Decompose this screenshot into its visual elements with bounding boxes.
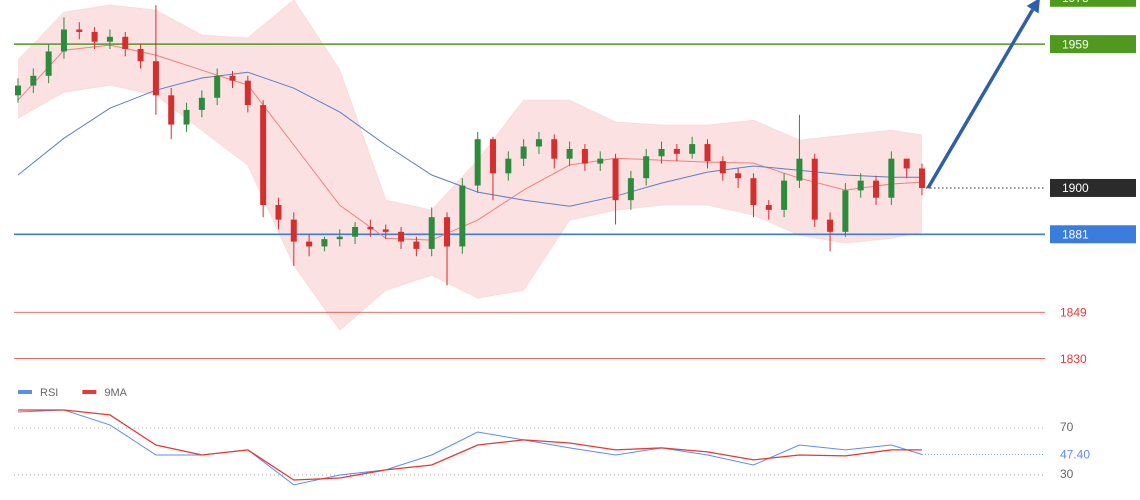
candle-body [444,217,451,247]
current-price-box [1050,178,1136,197]
candle-body [842,190,849,232]
rsi-panel: 70 30 RSI 9MA 47.40 [14,387,1090,486]
current-rsi-label: 47.40 [1060,448,1090,462]
moving-average [17,44,923,241]
candle-body [827,219,834,232]
candle-body [903,158,910,169]
candle-body [428,217,435,249]
candle-body [244,80,251,106]
target-arrow-head [1026,0,1040,14]
candle-body [581,148,588,164]
candle-body [60,29,67,52]
candle-body [489,139,496,174]
level-label: 1978 [1062,0,1089,5]
candle-body [260,105,267,206]
target-arrow [926,8,1035,189]
candle-body [321,239,328,247]
indicator-line [17,409,923,486]
candle-body [152,61,159,96]
candle-body [888,158,895,198]
candle-body [398,231,405,242]
candle-body [796,158,803,181]
candle-body [781,180,788,210]
y-tick-label: 70 [1060,420,1074,434]
legend-swatch [18,390,32,394]
candle-body [505,158,512,174]
legend-label: RSI [40,387,58,399]
candle-body [183,109,190,125]
candle-body [474,139,481,186]
candle-body [597,158,604,164]
candle-body [627,178,634,201]
candle-body [459,185,466,247]
candle-body [229,75,236,81]
candle-body [336,236,343,240]
candle-body [137,48,144,62]
candle-body [76,29,83,32]
candle-body [673,148,680,154]
level-box [1050,225,1136,244]
candle-body [367,226,374,230]
indicator-line [18,409,922,481]
candle-body [106,36,113,42]
candle-body [566,148,573,159]
candle-body [551,139,558,159]
candle-body [352,226,359,237]
y-tick-label: 30 [1060,467,1074,481]
candle-body [535,139,542,147]
level-box [1050,35,1136,54]
candle-body [857,180,864,191]
price-panel: 1978 1959 1881 1849 1830 1900 [14,0,1136,366]
legend-swatch [82,390,97,394]
candle-body [168,95,175,125]
band-fill [18,0,922,331]
candle-body [45,51,52,76]
level-label: 1959 [1062,37,1089,51]
level-box [1050,0,1136,7]
level-label: 1849 [1060,305,1087,319]
candle-body [919,168,925,188]
candle-body [382,229,389,232]
level-label: 1830 [1060,352,1087,366]
candle-body [643,156,650,179]
candle-body [750,178,757,206]
candle-body [290,219,297,242]
current-price-label: 1900 [1062,181,1089,195]
candle-body [15,85,21,96]
candle-body [275,205,282,220]
candle-body [811,158,818,220]
candle-body [306,241,313,247]
candle-body [658,148,665,157]
candle-body [612,158,619,201]
candle-body [520,146,527,159]
candle-body [198,97,205,110]
candle-body [413,241,420,249]
candle-body [214,75,221,98]
candle-body [704,144,711,162]
candle-body [873,180,880,198]
candle-body [91,31,98,42]
candle-body [30,75,37,86]
candle-body [122,36,129,49]
candle-body [719,161,726,174]
candle-body [735,173,742,179]
legend-label: 9MA [104,387,127,399]
candle-body [689,144,696,154]
level-label: 1881 [1062,227,1089,241]
candle-body [765,205,772,210]
